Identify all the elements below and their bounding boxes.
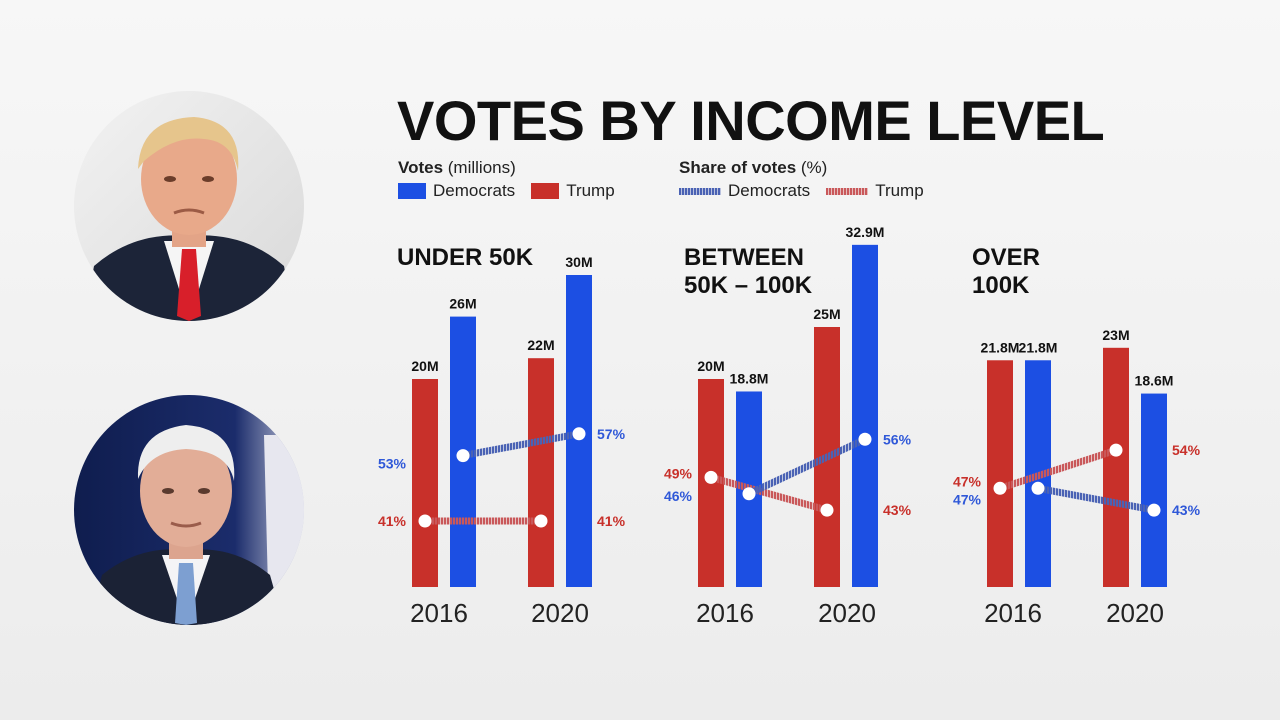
share-point-2-democrats-1	[1147, 503, 1161, 517]
year-label-0-2020: 2020	[531, 598, 589, 628]
share-point-0-democrats-1	[572, 427, 586, 441]
share-point-2-trump-0	[993, 481, 1007, 495]
bar-label-2-trump-2016: 21.8M	[981, 339, 1020, 355]
trump-swatch	[531, 183, 560, 199]
year-label-0-2016: 2016	[410, 598, 468, 628]
share-label-1-trump-2016: 49%	[664, 465, 693, 481]
trump-portrait	[74, 91, 304, 321]
share-point-2-trump-1	[1109, 443, 1123, 457]
share-label-2-trump-2016: 47%	[953, 473, 982, 489]
share-label-1-democrats-2020: 56%	[883, 431, 912, 447]
share-legend: Share of votes (%) Democrats Trump	[679, 157, 940, 203]
year-label-1-2020: 2020	[818, 598, 876, 628]
share-point-0-trump-0	[418, 514, 432, 528]
bar-label-0-trump-2016: 20M	[411, 358, 438, 374]
share-legend-trump: Trump	[875, 181, 924, 200]
share-label-1-trump-2020: 43%	[883, 502, 912, 518]
share-legend-democrats: Democrats	[728, 181, 811, 200]
chart-title-over-100k: OVER 100K	[972, 244, 1041, 299]
biden-portrait	[74, 395, 304, 625]
bar-0-trump-2020	[528, 358, 554, 587]
chart-title-50k-100k: BETWEEN 50K – 100K	[684, 244, 813, 299]
share-label-1-democrats-2016: 46%	[664, 488, 693, 504]
bar-label-2-trump-2020: 23M	[1102, 327, 1129, 343]
share-point-1-democrats-1	[858, 432, 872, 446]
trump-share-swatch	[826, 187, 869, 195]
share-legend-title: Share of votes (%)	[679, 157, 940, 179]
bar-2-democrats-2020	[1141, 393, 1167, 587]
share-point-2-democrats-0	[1031, 481, 1045, 495]
share-label-0-democrats-2016: 53%	[378, 456, 407, 472]
bar-label-0-democrats-2016: 26M	[449, 296, 476, 312]
year-label-2-2020: 2020	[1106, 598, 1164, 628]
democrats-share-swatch	[679, 187, 721, 195]
share-label-2-trump-2020: 54%	[1172, 442, 1201, 458]
votes-legend-bold: Votes	[398, 158, 444, 177]
democrats-swatch	[398, 183, 426, 199]
bar-label-1-trump-2016: 20M	[697, 358, 724, 374]
bar-label-0-democrats-2020: 30M	[565, 254, 592, 270]
share-label-2-democrats-2020: 43%	[1172, 502, 1201, 518]
page-title: VOTES BY INCOME LEVEL	[397, 89, 1105, 152]
bar-2-trump-2016	[987, 360, 1013, 587]
share-line-1-democrats	[747, 436, 867, 497]
share-label-0-trump-2020: 41%	[597, 513, 626, 529]
year-label-1-2016: 2016	[696, 598, 754, 628]
share-point-1-democrats-0	[742, 487, 756, 501]
share-legend-unit: (%)	[796, 158, 828, 177]
share-label-0-democrats-2020: 57%	[597, 426, 626, 442]
votes-legend-title: Votes (millions)	[398, 157, 631, 179]
share-line-1-trump	[710, 474, 828, 514]
share-line-2-democrats	[1037, 484, 1155, 514]
votes-legend-unit: (millions)	[443, 158, 516, 177]
share-point-0-democrats-0	[456, 449, 470, 463]
share-point-0-trump-1	[534, 514, 548, 528]
biden-portrait-image	[74, 395, 304, 625]
votes-legend-trump: Trump	[566, 181, 615, 200]
bar-label-1-democrats-2020: 32.9M	[846, 224, 885, 240]
share-point-1-trump-0	[704, 470, 718, 484]
bar-label-2-democrats-2020: 18.6M	[1135, 373, 1174, 389]
share-label-2-democrats-2016: 47%	[953, 491, 982, 507]
bar-label-1-trump-2020: 25M	[813, 306, 840, 322]
trump-portrait-image	[74, 91, 304, 321]
share-line-0-democrats	[462, 430, 580, 460]
share-line-2-trump	[998, 446, 1118, 492]
bar-label-0-trump-2020: 22M	[527, 337, 554, 353]
votes-legend: Votes (millions) Democrats Trump	[398, 157, 631, 203]
bar-label-1-democrats-2016: 18.8M	[730, 370, 769, 386]
share-label-0-trump-2016: 41%	[378, 513, 407, 529]
chart-title-under-50k: UNDER 50K	[397, 244, 534, 271]
bar-0-trump-2016	[412, 379, 438, 587]
share-legend-bold: Share of votes	[679, 158, 797, 177]
bar-2-trump-2020	[1103, 347, 1129, 587]
bar-1-democrats-2020	[852, 244, 878, 587]
share-point-1-trump-1	[820, 503, 834, 517]
year-label-2-2016: 2016	[984, 598, 1042, 628]
bar-label-2-democrats-2016: 21.8M	[1019, 339, 1058, 355]
votes-legend-democrats: Democrats	[433, 181, 516, 200]
